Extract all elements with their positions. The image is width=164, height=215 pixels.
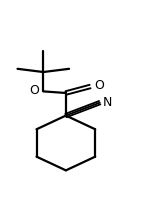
- Text: O: O: [29, 84, 39, 97]
- Text: N: N: [103, 96, 112, 109]
- Text: O: O: [94, 79, 104, 92]
